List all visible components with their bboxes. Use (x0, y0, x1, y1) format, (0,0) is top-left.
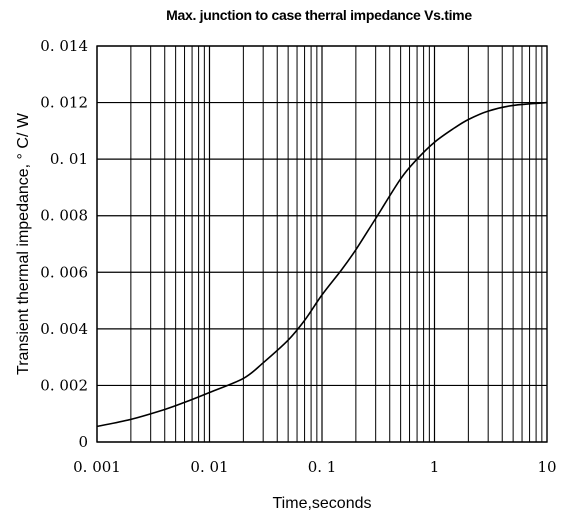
y-tick-label: 0. 006 (40, 263, 88, 281)
x-tick-label: 0. 01 (190, 458, 228, 476)
y-tick-label: 0 (78, 433, 88, 451)
y-tick-label: 0. 002 (40, 376, 88, 394)
chart-title: Max. junction to case therral impedance … (166, 7, 472, 23)
x-axis-label: Time,seconds (273, 495, 372, 512)
x-tick-label: 0. 001 (73, 458, 121, 476)
x-tick-labels: 0. 001 0. 01 0. 1 1 10 (73, 458, 556, 476)
chart-grid (97, 46, 547, 442)
y-tick-labels: 0 0. 002 0. 004 0. 006 0. 008 0. 01 0. 012 0. 0… (40, 37, 88, 451)
y-tick-label: 0. 012 (40, 94, 88, 112)
x-tick-label: 1 (430, 458, 440, 476)
y-axis-label: Transient thermal impedance, ° C/ W (15, 112, 32, 375)
y-tick-label: 0. 008 (40, 207, 88, 225)
x-tick-label: 0. 1 (308, 458, 337, 476)
y-tick-label: 0. 014 (40, 37, 88, 55)
y-tick-label: 0. 01 (50, 150, 88, 168)
x-tick-label: 10 (537, 458, 556, 476)
y-tick-label: 0. 004 (40, 320, 88, 338)
